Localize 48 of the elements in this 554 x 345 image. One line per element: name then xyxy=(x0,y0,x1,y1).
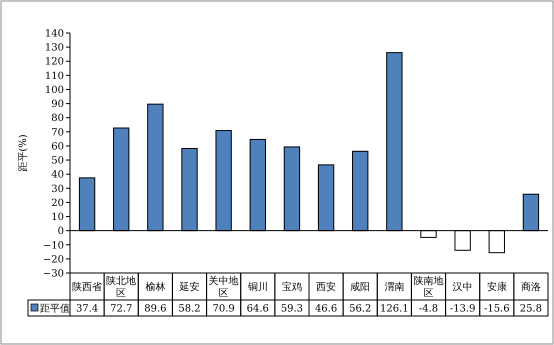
data-label: 89.6 xyxy=(144,304,166,314)
y-tick-label: 60 xyxy=(51,141,64,152)
data-label: 46.6 xyxy=(314,304,338,314)
data-label: 59.3 xyxy=(280,304,304,314)
x-tick-label: 西安 xyxy=(316,281,336,293)
data-label: 37.4 xyxy=(76,304,98,314)
y-tick-label: 50 xyxy=(51,156,64,167)
x-tick-label: 渭南 xyxy=(384,281,404,293)
x-tick-label: 榆林 xyxy=(145,281,166,293)
x-tick-label: 汉中 xyxy=(452,281,473,293)
data-label: 70.9 xyxy=(212,304,235,314)
x-tick-label: 安康 xyxy=(486,281,507,293)
data-label: 64.6 xyxy=(246,304,269,314)
data-label: 72.7 xyxy=(110,304,132,314)
y-tick-label: 90 xyxy=(51,99,64,110)
y-tick-label: −10 xyxy=(42,240,64,252)
x-tick-label: 关中地区 xyxy=(208,275,239,299)
y-tick-label: 80 xyxy=(51,113,64,124)
data-label: -15.6 xyxy=(484,304,510,314)
data-label: 126.1 xyxy=(380,304,409,314)
y-tick-label: 100 xyxy=(44,84,64,96)
y-tick-label: 120 xyxy=(44,56,64,68)
x-tick-label: 延安 xyxy=(178,281,200,293)
y-tick-label: 130 xyxy=(44,42,64,54)
data-label: 56.2 xyxy=(349,304,372,314)
y-tick-label: −30 xyxy=(42,268,64,280)
data-label: 25.8 xyxy=(520,304,542,314)
y-axis-title: 距平(%) xyxy=(18,134,29,172)
y-tick-label: 40 xyxy=(51,170,64,181)
y-tick-label: −20 xyxy=(42,254,64,266)
x-tick-label: 商洛 xyxy=(520,281,541,293)
data-label: 58.2 xyxy=(178,304,201,314)
x-tick-label: 陕西省 xyxy=(72,281,102,293)
y-tick-label: 10 xyxy=(51,212,64,224)
data-label: -13.9 xyxy=(450,304,476,314)
y-tick-label: 30 xyxy=(51,184,64,195)
y-tick-label: 70 xyxy=(51,127,64,138)
x-tick-label: 陕南地区 xyxy=(414,275,444,299)
x-tick-label: 铜川 xyxy=(246,281,268,293)
x-tick-label: 咸阳 xyxy=(350,281,370,293)
y-tick-label: 20 xyxy=(51,198,64,209)
x-tick-label: 陕北地区 xyxy=(106,275,136,299)
y-tick-label: 140 xyxy=(44,28,64,40)
data-label: -4.8 xyxy=(418,304,438,314)
y-tick-label: 0 xyxy=(58,226,64,238)
y-tick-label: 110 xyxy=(44,70,64,82)
x-tick-label: 宝鸡 xyxy=(282,281,302,293)
legend-label: 距平值 xyxy=(40,304,70,314)
